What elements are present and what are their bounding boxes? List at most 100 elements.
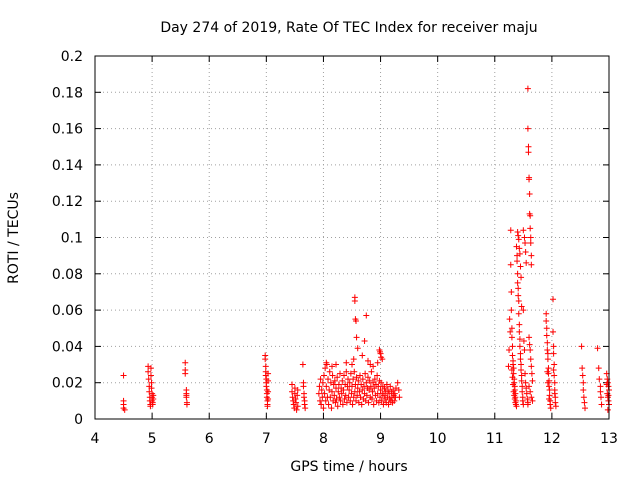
data-point — [543, 332, 550, 339]
chart-title: Day 274 of 2019, Rate Of TEC Index for r… — [160, 20, 537, 36]
data-point — [292, 396, 299, 403]
data-point — [265, 388, 272, 395]
data-point — [520, 307, 527, 314]
data-point — [325, 376, 332, 383]
data-point — [396, 394, 403, 401]
data-point — [524, 401, 531, 408]
data-point — [330, 381, 337, 388]
data-point — [515, 310, 522, 317]
data-point — [580, 386, 587, 393]
data-point — [552, 399, 559, 406]
data-point — [147, 372, 154, 379]
data-point — [597, 383, 604, 390]
y-tick-label: 0.18 — [52, 85, 83, 101]
data-point — [596, 376, 603, 383]
data-point — [518, 361, 525, 368]
data-point — [293, 399, 300, 406]
data-point — [579, 365, 586, 372]
data-point — [595, 365, 602, 372]
data-point — [329, 388, 336, 395]
data-point — [319, 394, 326, 401]
data-point — [508, 334, 515, 341]
data-point — [604, 406, 611, 413]
data-point — [361, 337, 368, 344]
data-point — [371, 376, 378, 383]
data-point — [508, 366, 515, 373]
data-point — [362, 370, 369, 377]
data-point — [325, 401, 332, 408]
data-point — [346, 379, 353, 386]
data-point — [320, 405, 327, 412]
data-point — [508, 307, 515, 314]
data-point — [334, 403, 341, 410]
data-point — [378, 397, 385, 404]
data-point — [301, 394, 308, 401]
data-point — [522, 239, 529, 246]
data-point — [352, 381, 359, 388]
y-tick-label: 0.16 — [52, 122, 83, 138]
data-point — [550, 296, 557, 303]
data-point — [387, 383, 394, 390]
data-point — [514, 229, 521, 236]
data-point — [513, 403, 520, 410]
data-point — [527, 212, 534, 219]
data-point — [182, 370, 189, 377]
data-point — [514, 279, 521, 286]
data-point — [339, 401, 346, 408]
data-point — [322, 365, 329, 372]
data-point — [543, 317, 550, 324]
data-point — [516, 245, 523, 252]
data-point — [120, 372, 127, 379]
data-point — [331, 377, 338, 384]
data-point — [551, 372, 558, 379]
data-point — [516, 343, 523, 350]
data-point — [315, 390, 322, 397]
data-point — [350, 394, 357, 401]
data-point — [515, 298, 522, 305]
data-point — [370, 363, 377, 370]
data-point — [519, 397, 526, 404]
data-point — [551, 379, 558, 386]
data-point — [529, 377, 536, 384]
data-point — [550, 343, 557, 350]
data-point — [543, 325, 550, 332]
data-point — [524, 125, 531, 132]
data-point — [509, 343, 516, 350]
data-point — [527, 234, 534, 241]
x-tick-label: 7 — [262, 431, 271, 447]
data-point — [524, 85, 531, 92]
data-point — [509, 352, 516, 359]
data-point — [517, 350, 524, 357]
y-tick-label: 0.1 — [61, 231, 83, 247]
data-point — [317, 376, 324, 383]
data-point — [519, 383, 526, 390]
data-point — [546, 392, 553, 399]
data-point — [544, 379, 551, 386]
data-point — [347, 397, 354, 404]
data-point — [525, 143, 532, 150]
data-point — [341, 396, 348, 403]
data-point — [335, 388, 342, 395]
data-point — [544, 356, 551, 363]
data-point — [356, 372, 363, 379]
data-point — [528, 363, 535, 370]
data-point — [355, 377, 362, 384]
data-point — [350, 376, 357, 383]
data-point — [519, 388, 526, 395]
x-axis-label: GPS time / hours — [290, 459, 407, 475]
data-point — [374, 359, 381, 366]
data-point — [340, 386, 347, 393]
data-point — [551, 390, 558, 397]
y-tick-label: 0.12 — [52, 194, 83, 210]
data-point — [377, 386, 384, 393]
data-point — [581, 399, 588, 406]
y-tick-label: 0 — [74, 412, 83, 428]
data-point — [545, 365, 552, 372]
data-point — [511, 396, 518, 403]
data-point — [526, 190, 533, 197]
y-tick-label: 0.02 — [52, 376, 83, 392]
data-point — [605, 392, 612, 399]
data-point — [316, 383, 323, 390]
data-point — [518, 303, 525, 310]
